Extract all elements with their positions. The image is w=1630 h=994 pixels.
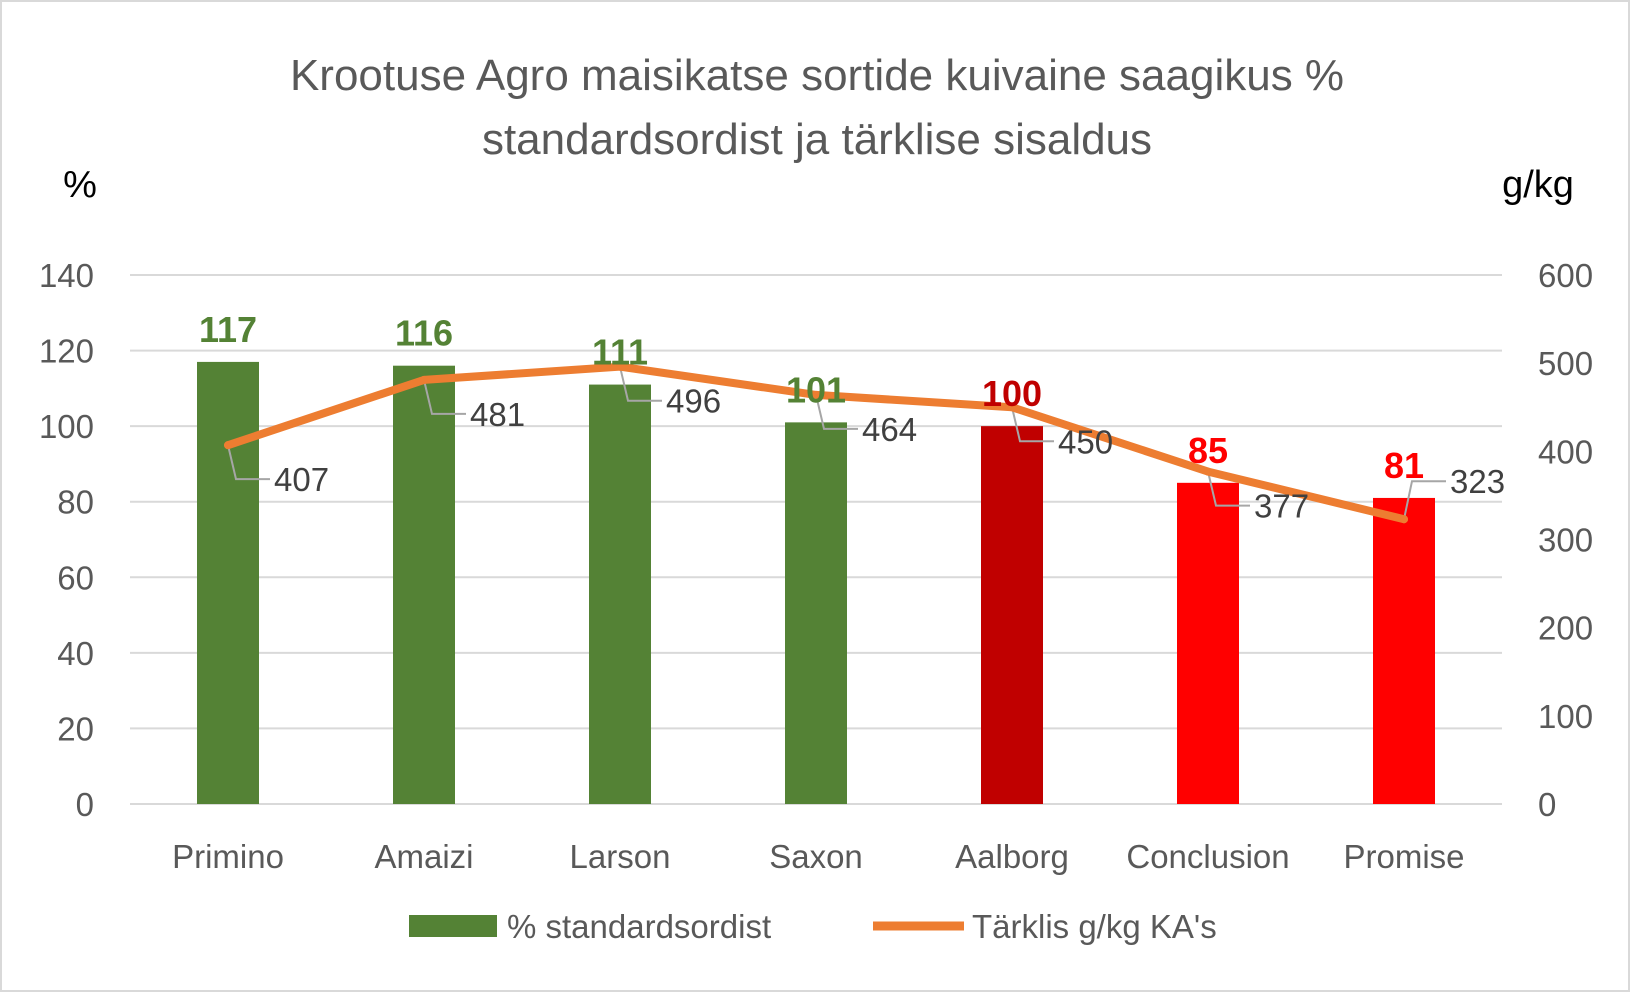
- left-axis-ticks: 0 20 40 60 80 100 120 140: [39, 257, 94, 823]
- right-tick-label: 0: [1538, 786, 1556, 823]
- left-axis-unit: %: [63, 164, 97, 206]
- right-tick-label: 400: [1538, 433, 1593, 470]
- left-tick-label: 0: [76, 786, 94, 823]
- line-data-label: 407: [274, 461, 329, 498]
- leader-line: [1403, 480, 1446, 520]
- line-point: [224, 441, 232, 450]
- leader-line: [815, 394, 858, 430]
- category-label: Amaizi: [374, 838, 473, 875]
- line-point: [1400, 515, 1408, 524]
- line-data-label: 496: [666, 383, 721, 420]
- bar-data-label: 100: [982, 373, 1042, 414]
- leader-line: [619, 366, 662, 402]
- line-point: [616, 362, 624, 371]
- category-label: Conclusion: [1126, 838, 1289, 875]
- category-label: Aalborg: [955, 838, 1069, 875]
- line-data-label: 464: [862, 411, 917, 448]
- right-axis-ticks: 0 100 200 300 400 500 600: [1538, 257, 1593, 823]
- bar-data-label: 117: [199, 309, 257, 350]
- bar: [589, 384, 651, 804]
- line-data-label: 323: [1450, 463, 1505, 500]
- bar-series: [197, 361, 1435, 804]
- left-tick-label: 20: [57, 710, 94, 747]
- left-tick-label: 140: [39, 257, 94, 294]
- bar: [785, 422, 847, 804]
- chart-title: Krootuse Agro maisikatse sortide kuivain…: [290, 51, 1344, 164]
- category-label: Promise: [1343, 838, 1464, 875]
- bar: [1177, 482, 1239, 804]
- line-data-label: 481: [470, 396, 525, 433]
- category-label: Primino: [172, 838, 284, 875]
- bar-data-label: 85: [1188, 430, 1228, 471]
- bar-data-label: 111: [592, 332, 648, 373]
- right-tick-label: 300: [1538, 522, 1593, 559]
- bar: [197, 361, 259, 804]
- line-data-labels: 407 481 496 464 450 377 323: [274, 383, 1505, 525]
- bar-data-label: 116: [395, 313, 453, 354]
- line-point: [1008, 403, 1016, 412]
- legend: % standardsordist Tärklis g/kg KA's: [409, 908, 1217, 945]
- legend-line-label: Tärklis g/kg KA's: [972, 908, 1217, 945]
- leader-line: [227, 444, 270, 481]
- bar: [1373, 497, 1435, 804]
- category-label: Larson: [570, 838, 671, 875]
- line-point: [812, 390, 820, 399]
- legend-bar-swatch: [409, 915, 497, 937]
- legend-bar-label: % standardsordist: [507, 908, 771, 945]
- leader-line: [1207, 471, 1250, 507]
- line-series: [224, 362, 1408, 524]
- right-tick-label: 100: [1538, 698, 1593, 735]
- bar-data-labels: 117 116 111 101 100 85 81: [199, 309, 1424, 486]
- bar-data-label: 81: [1384, 445, 1424, 486]
- line-data-label: 377: [1254, 488, 1309, 525]
- line-point: [420, 375, 428, 384]
- right-tick-label: 600: [1538, 257, 1593, 294]
- leader-line: [423, 379, 466, 415]
- line-data-label: 450: [1058, 423, 1113, 460]
- category-label: Saxon: [769, 838, 863, 875]
- bar: [981, 426, 1043, 804]
- right-axis-unit: g/kg: [1502, 164, 1574, 206]
- category-axis-labels: Primino Amaizi Larson Saxon Aalborg Conclusio…: [172, 838, 1464, 875]
- left-tick-label: 100: [39, 408, 94, 445]
- left-tick-label: 40: [57, 635, 94, 672]
- left-tick-label: 80: [57, 484, 94, 521]
- left-tick-label: 120: [39, 333, 94, 370]
- chart-title-line-1: Krootuse Agro maisikatse sortide kuivain…: [290, 51, 1344, 100]
- leader-line: [1011, 407, 1054, 443]
- bar: [393, 365, 455, 804]
- line-point: [1204, 467, 1212, 476]
- line-label-leaders: [227, 366, 1446, 520]
- left-tick-label: 60: [57, 559, 94, 596]
- right-tick-label: 200: [1538, 610, 1593, 647]
- right-tick-label: 500: [1538, 345, 1593, 382]
- bar-data-label: 101: [786, 369, 846, 410]
- chart-title-line-2: standardsordist ja tärklise sisaldus: [482, 115, 1152, 164]
